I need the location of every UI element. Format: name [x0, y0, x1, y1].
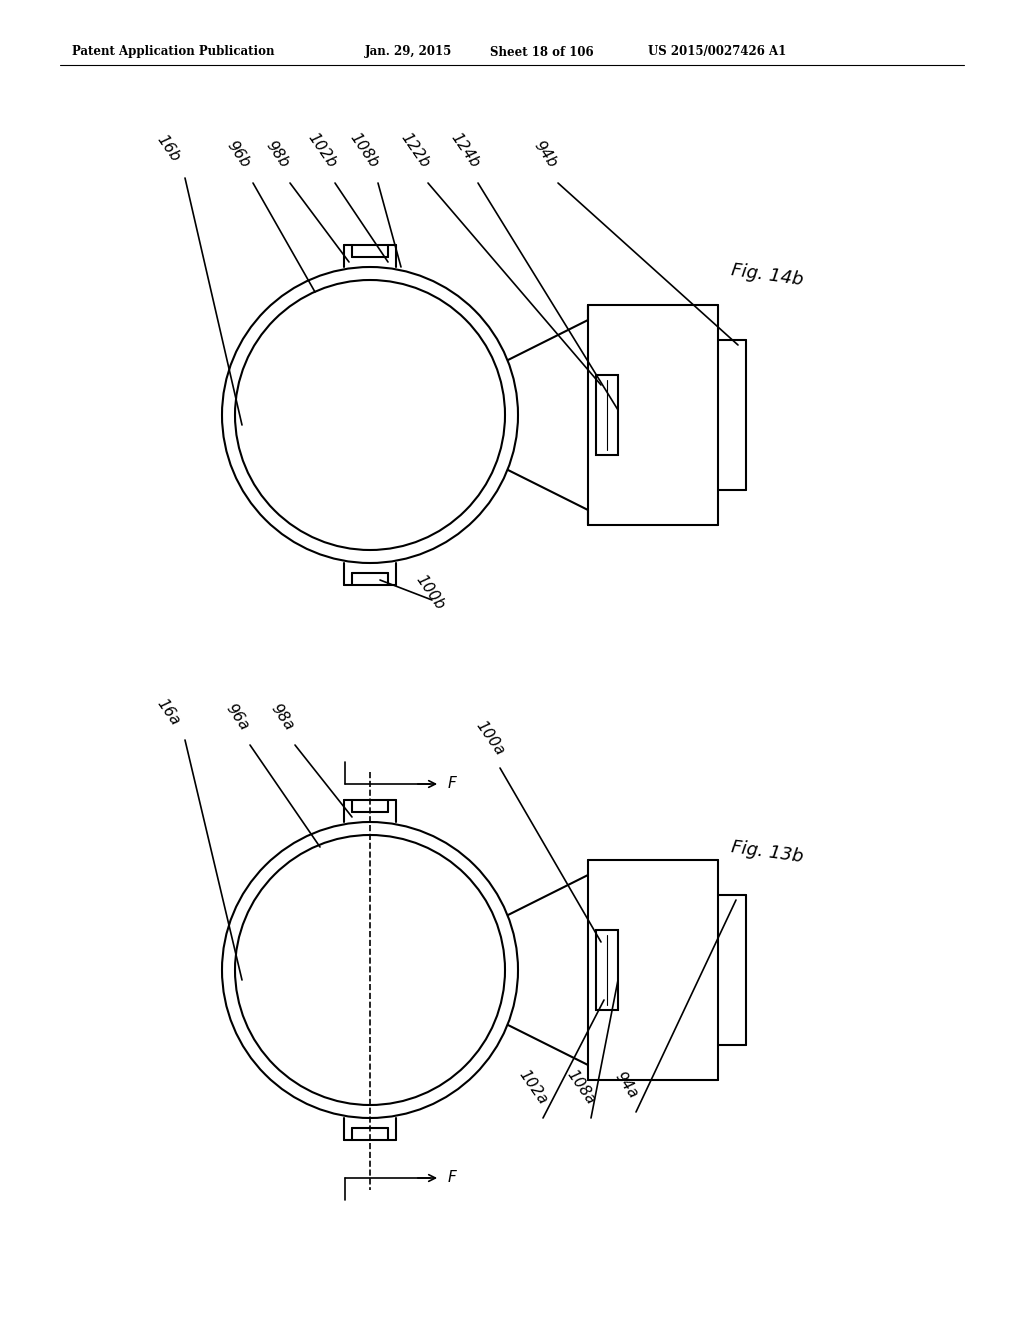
Text: 94a: 94a	[611, 1069, 640, 1101]
Text: 94b: 94b	[530, 139, 559, 172]
Bar	[596, 931, 618, 1010]
Text: 98b: 98b	[262, 139, 292, 172]
Text: 102b: 102b	[305, 131, 339, 172]
Text: 108b: 108b	[347, 131, 381, 172]
Bar	[596, 375, 618, 455]
Text: 100b: 100b	[413, 573, 447, 612]
Text: 124b: 124b	[447, 131, 482, 172]
Text: F: F	[449, 776, 457, 792]
Text: 122b: 122b	[397, 131, 432, 172]
Text: 16a: 16a	[154, 696, 182, 729]
Text: Jan. 29, 2015: Jan. 29, 2015	[365, 45, 453, 58]
Text: Fig. 14b: Fig. 14b	[730, 261, 805, 289]
Text: 98a: 98a	[267, 701, 296, 733]
Text: 100a: 100a	[473, 718, 507, 758]
Text: Fig. 13b: Fig. 13b	[730, 838, 805, 866]
Text: Sheet 18 of 106: Sheet 18 of 106	[490, 45, 594, 58]
Text: 96a: 96a	[222, 701, 252, 733]
Text: Patent Application Publication: Patent Application Publication	[72, 45, 274, 58]
Text: 16b: 16b	[154, 132, 182, 165]
Text: 102a: 102a	[516, 1067, 550, 1107]
Text: US 2015/0027426 A1: US 2015/0027426 A1	[648, 45, 786, 58]
Text: 108a: 108a	[564, 1067, 598, 1107]
Text: 96b: 96b	[223, 139, 253, 172]
Text: F: F	[449, 1171, 457, 1185]
